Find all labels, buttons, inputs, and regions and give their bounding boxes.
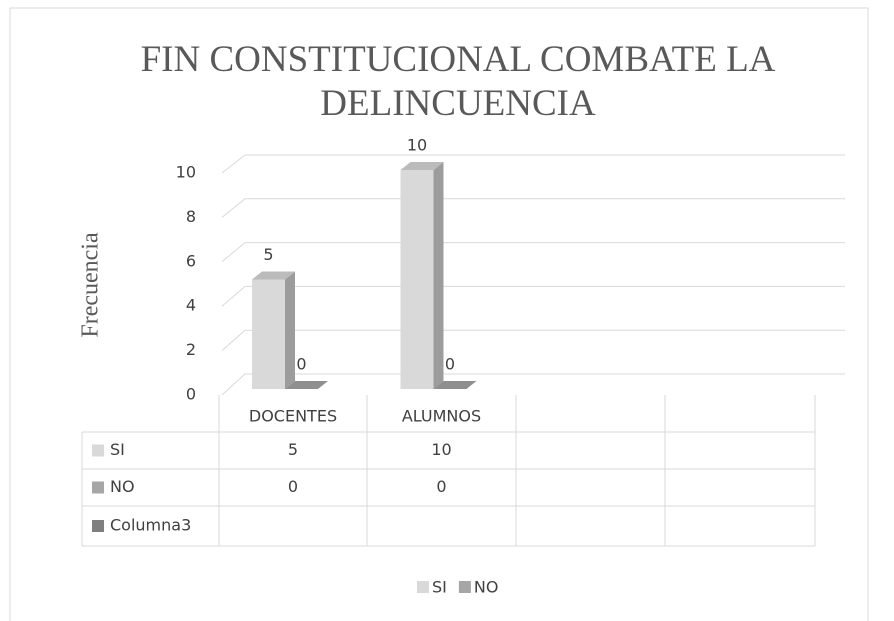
table-row-label: Columna3 bbox=[110, 516, 191, 535]
bar-side bbox=[285, 271, 295, 389]
legend-key bbox=[417, 581, 429, 593]
x-tick-label: ALUMNOS bbox=[402, 407, 481, 426]
data-label: 0 bbox=[445, 355, 455, 374]
y-tick-label: 0 bbox=[186, 385, 196, 404]
bar-side bbox=[433, 162, 444, 389]
bar-top bbox=[433, 381, 477, 389]
grid-line-side bbox=[221, 198, 246, 218]
bar-top bbox=[400, 162, 444, 170]
table-legend-key bbox=[92, 481, 104, 494]
table-cell: 0 bbox=[436, 477, 446, 496]
table-row-label: SI bbox=[110, 440, 125, 459]
table-cell: 10 bbox=[431, 440, 451, 459]
table-row-label: NO bbox=[110, 477, 135, 496]
data-label: 0 bbox=[296, 355, 306, 374]
grid-line-side bbox=[221, 154, 246, 174]
y-tick-label: 2 bbox=[186, 340, 196, 359]
grid-line-side bbox=[221, 286, 246, 307]
chart-border bbox=[9, 7, 869, 621]
y-tick-label: 6 bbox=[186, 251, 196, 270]
legend-label: SI bbox=[432, 578, 447, 597]
table-cell: 5 bbox=[288, 440, 298, 459]
bar bbox=[400, 170, 434, 389]
x-tick-label: DOCENTES bbox=[249, 407, 337, 426]
grid-line-side bbox=[221, 329, 246, 351]
table-legend-key bbox=[92, 444, 104, 457]
grid-line-side bbox=[221, 373, 246, 396]
bar bbox=[252, 279, 285, 389]
legend-key bbox=[458, 581, 471, 593]
bar-top bbox=[252, 271, 295, 280]
data-label: 10 bbox=[407, 136, 427, 155]
y-tick-label: 4 bbox=[186, 296, 196, 315]
table-cell: 0 bbox=[288, 477, 298, 496]
bar-top bbox=[285, 381, 328, 389]
y-tick-label: 8 bbox=[186, 207, 196, 226]
legend-label: NO bbox=[474, 578, 499, 597]
grid-line-side bbox=[221, 242, 246, 263]
y-tick-label: 10 bbox=[176, 163, 196, 182]
data-label: 5 bbox=[263, 245, 273, 264]
table-legend-key bbox=[92, 520, 104, 532]
y-axis-label: Frecuencia bbox=[78, 232, 104, 338]
chart-title: FIN CONSTITUCIONAL COMBATE LA DELINCUENC… bbox=[140, 39, 776, 124]
